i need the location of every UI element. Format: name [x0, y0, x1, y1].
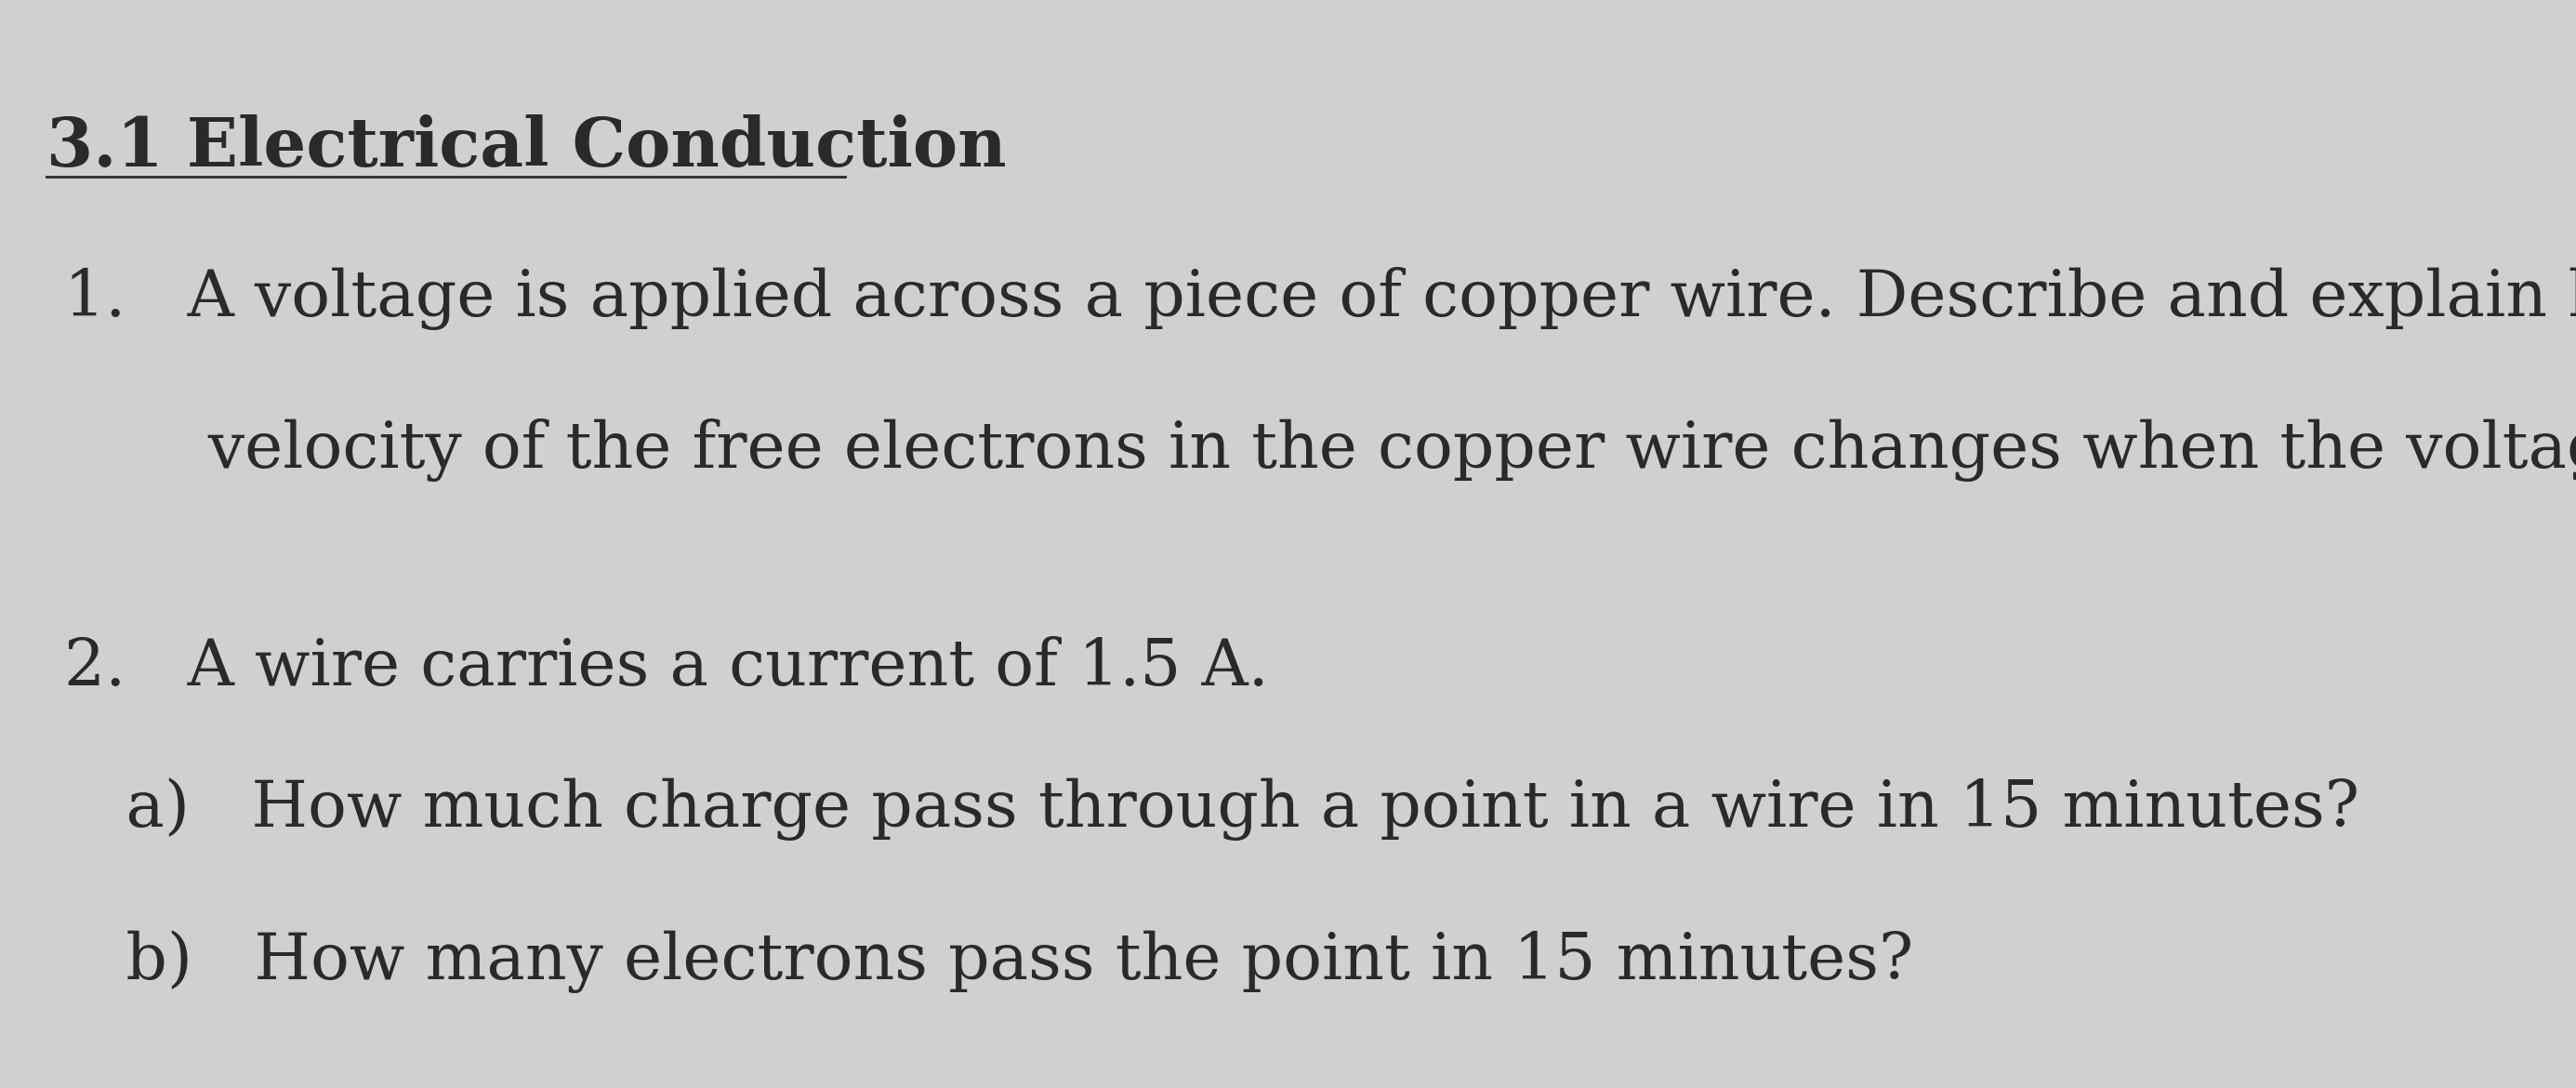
Text: velocity of the free electrons in the copper wire changes when the voltage is in: velocity of the free electrons in the co…	[64, 419, 2576, 482]
Text: b)   How many electrons pass the point in 15 minutes?: b) How many electrons pass the point in …	[64, 930, 1914, 993]
Text: 1.   A voltage is applied across a piece of copper wire. Describe and explain ho: 1. A voltage is applied across a piece o…	[64, 267, 2576, 330]
Text: 3.1 Electrical Conduction: 3.1 Electrical Conduction	[46, 114, 1007, 181]
Text: a)   How much charge pass through a point in a wire in 15 minutes?: a) How much charge pass through a point …	[64, 778, 2360, 841]
Text: 2.   A wire carries a current of 1.5 A.: 2. A wire carries a current of 1.5 A.	[64, 636, 1270, 698]
